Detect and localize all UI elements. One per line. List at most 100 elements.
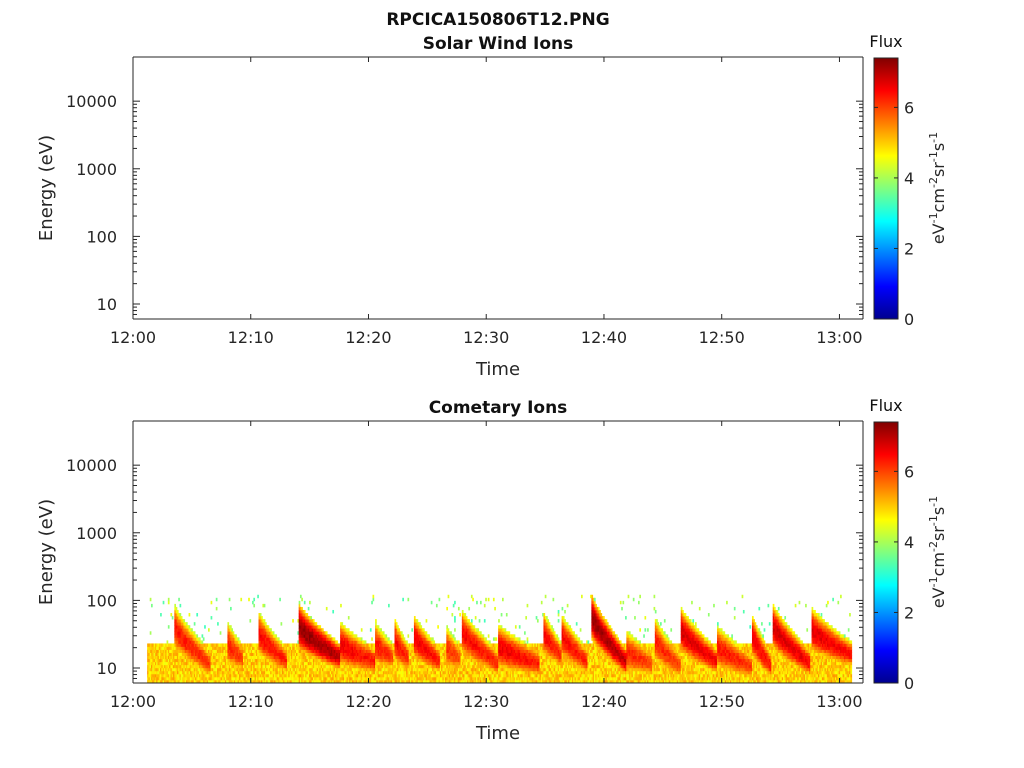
spectrogram-cell [184, 628, 187, 632]
spectrogram-cell [307, 606, 310, 611]
spectrogram-cell [403, 661, 406, 666]
spectrogram-cell [208, 643, 210, 647]
spectrogram-cell [526, 664, 529, 669]
spectrogram-cell [472, 631, 474, 635]
spectrogram-cell [309, 655, 311, 660]
spectrogram-cell [397, 679, 399, 684]
spectrogram-cell [355, 652, 358, 657]
spectrogram-cell [477, 631, 480, 635]
spectrogram-cell [359, 643, 362, 647]
spectrogram-cell [255, 652, 258, 657]
spectrogram-cell [378, 649, 381, 653]
spectrogram-cell [298, 655, 301, 660]
spectrogram-cell [402, 597, 404, 602]
spectrogram-cell [270, 640, 272, 644]
spectrogram-cell [293, 643, 296, 647]
spectrogram-cell [161, 658, 164, 663]
spectrogram-cell [473, 634, 476, 638]
spectrogram-cell [394, 664, 397, 669]
spectrogram-cell [417, 655, 420, 660]
spectrogram-cell [380, 646, 382, 650]
spectrogram-cell [404, 673, 407, 678]
spectrogram-cell [403, 655, 406, 660]
spectrogram-cell [175, 667, 178, 672]
spectrogram-cell [461, 664, 464, 669]
spectrogram-cell [318, 661, 320, 666]
spectrogram-cell [320, 640, 323, 644]
spectrogram-cell [520, 667, 522, 672]
spectrogram-cell [333, 655, 336, 660]
spectrogram-cell [443, 676, 446, 681]
spectrogram-cell [299, 616, 302, 620]
spectrogram-cell [368, 664, 371, 669]
spectrogram-cell [271, 670, 274, 675]
spectrogram-cell [223, 658, 226, 663]
spectrogram-cell [319, 655, 322, 660]
spectrogram-cell [500, 634, 503, 638]
spectrogram-cell [299, 679, 302, 684]
spectrogram-cell [468, 655, 471, 660]
spectrogram-cell [314, 658, 316, 663]
spectrogram-cell [500, 646, 503, 650]
spectrogram-cell [477, 658, 480, 663]
spectrogram-cell [156, 661, 158, 666]
spectrogram-cell [373, 679, 376, 684]
spectrogram-cell [473, 631, 476, 635]
spectrogram-cell [498, 655, 500, 660]
spectrogram-cell [228, 664, 231, 669]
spectrogram-cell [202, 676, 205, 681]
spectrogram-cell [457, 646, 460, 650]
spectrogram-cell [505, 673, 508, 678]
spectrogram-cell [233, 640, 236, 644]
spectrogram-cell [529, 676, 531, 681]
spectrogram-cell [375, 679, 377, 684]
spectrogram-cell [174, 613, 177, 617]
spectrogram-cell [507, 679, 509, 684]
spectrogram-cell [451, 667, 454, 672]
spectrogram-cell [463, 637, 465, 641]
spectrogram-cell [426, 673, 429, 678]
spectrogram-cell [513, 649, 516, 653]
spectrogram-cell [179, 643, 182, 647]
spectrogram-cell [521, 643, 524, 647]
spectrogram-cell [342, 643, 345, 647]
spectrogram-cell [198, 670, 201, 675]
spectrogram-cell [306, 673, 309, 678]
spectrogram-cell [394, 625, 397, 629]
spectrogram-cell [512, 637, 515, 641]
spectrogram-cell [245, 658, 248, 663]
spectrogram-cell [500, 670, 503, 675]
spectrogram-cell [202, 667, 205, 672]
spectrogram-cell [485, 661, 487, 666]
spectrogram-cell [394, 646, 397, 650]
spectrogram-cell [467, 622, 469, 626]
spectrogram-cell [459, 652, 461, 657]
spectrogram-cell [343, 628, 346, 632]
spectrogram-cell [242, 661, 245, 666]
spectrogram-cell [276, 664, 279, 669]
spectrogram-cell [176, 655, 179, 660]
spectrogram-cell [467, 658, 469, 663]
spectrogram-cell [299, 622, 302, 626]
spectrogram-cell [354, 643, 357, 647]
spectrogram-cell [372, 676, 375, 681]
spectrogram-cell [213, 646, 215, 650]
spectrogram-cell [182, 640, 184, 644]
spectrogram-cell [369, 661, 372, 666]
spectrogram-cell [213, 658, 215, 663]
spectrogram-cell [479, 667, 482, 672]
spectrogram-cell [266, 646, 268, 650]
spectrogram-cell [290, 670, 293, 675]
spectrogram-cell [388, 661, 390, 666]
spectrogram-cell [210, 646, 213, 650]
spectrogram-cell [331, 655, 333, 660]
spectrogram-cell [268, 628, 271, 632]
spectrogram-cell [301, 625, 303, 629]
spectrogram-cell [218, 649, 221, 653]
spectrogram-cell [310, 649, 313, 653]
spectrogram-cell [454, 667, 456, 672]
spectrogram-cell [180, 637, 183, 641]
colorbar-tick-label: 0 [904, 310, 914, 329]
spectrogram-cell [384, 637, 386, 641]
spectrogram-cell [367, 649, 370, 653]
